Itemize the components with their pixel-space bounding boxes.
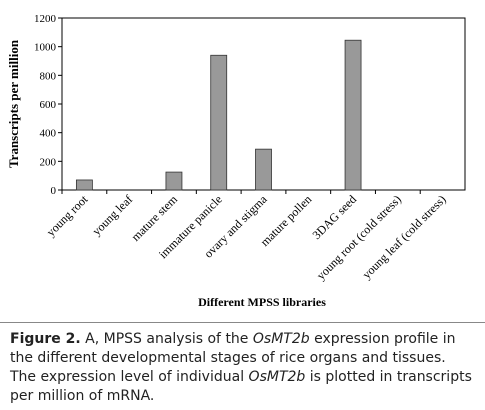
caption-text: expression profile in the different deve… [10, 331, 456, 385]
caption: Figure 2. A, MPSS analysis of the OsMT2b… [10, 330, 472, 406]
x-tick-label: young root (cold stress) [314, 192, 404, 282]
bar [75, 179, 93, 191]
bar [255, 148, 272, 191]
caption-text: OsMT2b [248, 369, 306, 385]
chart: Transcripts per million Different MPSS l… [6, 13, 466, 309]
bar [344, 39, 362, 191]
caption-text: A, MPSS analysis of the [80, 331, 253, 347]
x-tick-label: young root [44, 192, 91, 239]
y-tick-label: 400 [40, 128, 57, 140]
x-axis-label: Different MPSS libraries [198, 295, 326, 309]
bar [165, 171, 183, 191]
y-tick-label: 1000 [34, 42, 57, 54]
bar [210, 54, 228, 191]
caption-rule [0, 322, 485, 323]
caption-text: Figure 2. [10, 331, 81, 347]
caption-text: OsMT2b [252, 331, 310, 347]
x-tick-label: young leaf (cold stress) [359, 192, 448, 281]
y-axis-label: Transcripts per million [6, 39, 21, 168]
y-tick-label: 200 [40, 156, 57, 168]
y-tick-label: 600 [40, 99, 57, 111]
y-tick-label: 1200 [34, 13, 57, 25]
x-tick-label: young leaf [89, 192, 135, 238]
y-tick-label: 800 [40, 70, 57, 82]
y-tick-label: 0 [51, 185, 57, 197]
caption-text: is plotted in transcripts per million of… [10, 369, 472, 404]
